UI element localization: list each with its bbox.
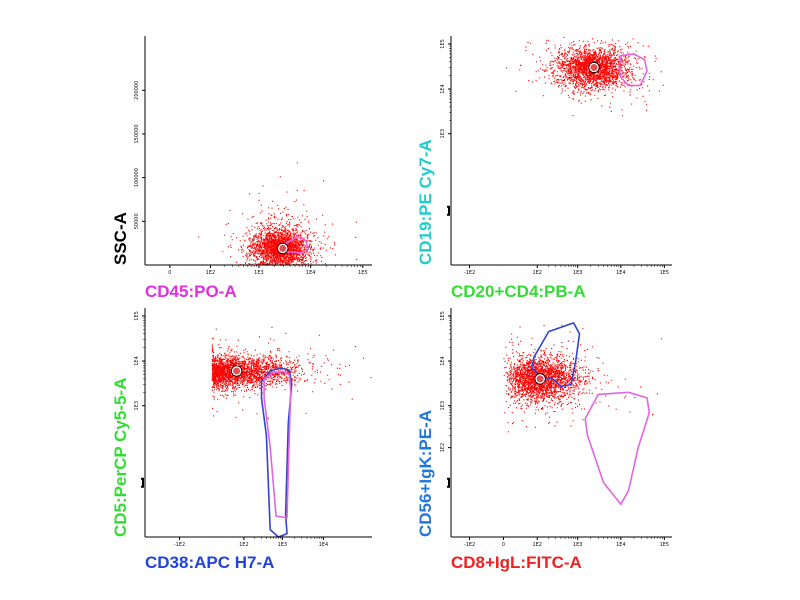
plot-4-centroid-marker [535,373,546,384]
plot-2-x-tick-label: 1E4 [616,270,626,276]
plot-1-y-tick-label: 200000 [134,81,140,100]
plot-2-zero-marker [447,205,450,216]
plot-1-gates [277,236,310,255]
plot-2-x-tick-label: 1E3 [573,270,583,276]
plot-1-x-tick-label: 1E2 [206,270,216,276]
plot-4: -1E2 0 1E2 1E3 1E4 1E5 1E2 1E3 1E4 1E5 CD8+IgL:FI… [416,308,672,572]
plot-4-axes: -1E2 0 1E2 1E3 1E4 1E5 1E2 1E3 1E4 1E5 [440,308,672,548]
plot-2-y-axis-title: CD19:PE Cy7-A [416,139,435,265]
plot-2-y-tick-label: 1E5 [440,39,446,49]
plot-4-gate-2 [584,391,651,506]
plot-2-y-tick-label: 1E4 [440,84,446,94]
plot-1-x-tick-label: 0 [168,270,171,276]
plot-4-event-dots [503,324,662,433]
plot-3-x-tick-label: 1E3 [278,542,288,548]
plot-4-y-tick-label: 1E5 [440,311,446,321]
plot-4-x-tick-label: -1E2 [464,542,475,548]
plot-4-y-axis-title: CD56+IgK:PE-A [416,410,435,537]
plot-1-centroid-marker [277,243,288,254]
plot-1-axes: 0 1E2 1E3 1E4 1E5 50000 100000 150000 200000 [134,36,372,276]
plot-3-events [211,326,372,419]
plot-4-events [503,324,662,433]
plot-2-y-tick-label: 1E3 [440,129,446,139]
plot-3-gate-1 [260,367,293,538]
plot-4-x-tick-label: 1E5 [660,542,670,548]
plot-2-centroid-marker [589,62,599,73]
plot-3-x-tick-label: 1E2 [239,542,249,548]
plot-3-axes: -1E2 1E2 1E3 1E4 1E3 1E4 1E5 [134,308,372,548]
plot-1-x-axis-title: CD45:PO-A [145,282,237,301]
plot-1-y-tick-label: 100000 [134,168,140,187]
plot-4-x-tick-label: 0 [502,542,505,548]
plot-1-x-tick-label: 1E3 [254,270,264,276]
plot-4-y-tick-label: 1E3 [440,401,446,411]
plot-2-events [506,36,664,117]
plot-2-gate-1 [618,53,648,87]
plot-3-x-axis-title: CD38:APC H7-A [145,553,274,572]
plot-1-events [198,162,358,267]
plot-1-x-tick-label: 1E4 [306,270,316,276]
plot-1-gate-1 [281,236,310,254]
plot-1-y-tick-label: 50000 [134,213,140,229]
plot-4-centroid-ring [534,373,546,385]
plot-4-y-tick-label: 1E2 [440,443,446,453]
plot-3-x-tick-label: 1E4 [319,542,329,548]
plot-2-x-tick-label: 1E5 [660,270,670,276]
plot-4-x-tick-label: 1E2 [532,542,542,548]
plot-1-y-axis-title: SSC-A [111,212,130,265]
plot-3-gate-2 [263,370,292,519]
plot-3-centroid-ring [231,365,243,377]
plot-2-event-dots [506,36,664,117]
plot-4-x-axis-title: CD8+IgL:FITC-A [451,553,582,572]
plot-3-y-tick-label: 1E4 [134,356,140,366]
plot-3-event-dots [211,326,372,419]
plot-4-x-tick-label: 1E3 [573,542,583,548]
plot-1-centroid-ring [277,242,289,255]
plot-4-zero-marker [447,477,450,488]
plot-3-centroid-marker [231,366,242,376]
plot-3-y-axis-title: CD5:PerCP Cy5-5-A [111,378,130,537]
plot-3-x-tick-label: -1E2 [174,542,185,548]
plot-2-centroid-ring [588,61,600,74]
plot-4-gates [530,322,651,506]
plot-3: -1E2 1E2 1E3 1E4 1E3 1E4 1E5 CD38:APC H7-A CD5… [111,308,372,572]
plot-4-y-tick-label: 1E4 [440,356,446,366]
plot-1-y-tick-label: 150000 [134,124,140,143]
plot-3-y-tick-label: 1E5 [134,311,140,321]
plot-2-axes: -1E2 1E2 1E3 1E4 1E5 1E3 1E4 1E5 [440,36,672,276]
plot-1-event-dots [198,162,358,267]
plot-4-x-tick-label: 1E4 [616,542,626,548]
plot-2-x-axis-title: CD20+CD4:PB-A [451,282,586,301]
plot-2-x-tick-label: 1E2 [532,270,542,276]
plot-2-gates [588,53,648,87]
plot-1: 0 1E2 1E3 1E4 1E5 50000 100000 150000 200000 CD4… [111,36,372,301]
plot-3-zero-marker [141,477,144,488]
plot-1-x-tick-label: 1E5 [358,270,368,276]
plot-2-x-tick-label: -1E2 [464,270,475,276]
plot-4-gate-1 [530,322,581,388]
plot-3-gates [231,365,293,538]
plot-3-y-tick-label: 1E3 [134,401,140,411]
